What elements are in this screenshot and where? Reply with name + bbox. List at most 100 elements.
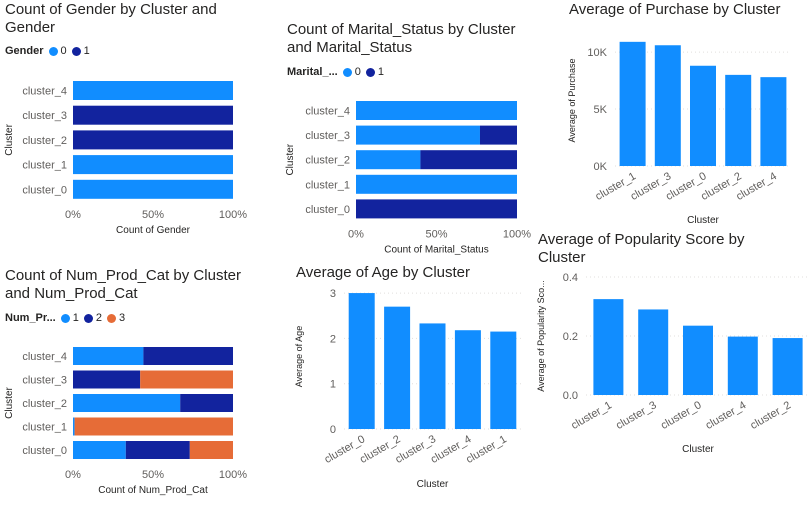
x-tick-label: 50% bbox=[425, 228, 447, 240]
chart-title: Count of Gender by Cluster and Gender bbox=[5, 1, 217, 36]
bar-segment bbox=[479, 125, 517, 145]
bar-segment bbox=[356, 150, 421, 170]
bar-segment bbox=[73, 347, 144, 365]
age-chart-panel: Average of Age by Cluster 0 1 2 3 cluster_0 c… bbox=[285, 260, 540, 515]
x-axis-label: Count of Gender bbox=[116, 225, 191, 236]
x-tick-label: 0% bbox=[65, 209, 81, 221]
y-tick-label: cluster_2 bbox=[305, 155, 350, 167]
y-tick-label: cluster_2 bbox=[22, 135, 67, 147]
chart-legend: Num_Pr... 1 2 3 bbox=[5, 312, 125, 324]
x-tick-label: 0% bbox=[348, 228, 364, 240]
bar bbox=[654, 45, 681, 166]
bar bbox=[454, 330, 481, 429]
legend-swatch bbox=[107, 313, 116, 323]
legend-swatch bbox=[60, 313, 70, 323]
marital-chart-panel: Count of Marital_Status by Cluster and M… bbox=[280, 0, 540, 255]
bar-segment bbox=[189, 441, 233, 459]
y-tick-label: cluster_2 bbox=[22, 398, 67, 410]
bar bbox=[725, 74, 752, 166]
y-axis-label: Average of Popularity Sco... bbox=[536, 280, 546, 391]
legend-item: 1 bbox=[72, 312, 79, 324]
x-axis-label: Count of Num_Prod_Cat bbox=[98, 485, 208, 496]
x-tick-label: cluster_1 bbox=[464, 433, 509, 466]
bar-segment bbox=[74, 417, 233, 436]
y-axis-label: Average of Purchase bbox=[567, 59, 577, 143]
gender-bar-chart: cluster_4 cluster_3 cluster_2 cluster_1clus… bbox=[4, 81, 247, 236]
chart-legend: Gender 0 1 bbox=[5, 45, 90, 57]
bar-segment bbox=[73, 155, 233, 175]
chart-legend: Marital_... 0 1 bbox=[287, 66, 384, 78]
bar bbox=[384, 306, 411, 429]
y-tick-label: cluster_1 bbox=[22, 422, 67, 434]
y-tick-label: 0.4 bbox=[563, 272, 578, 284]
x-tick-label: 50% bbox=[142, 469, 164, 481]
bar bbox=[727, 336, 758, 395]
bar bbox=[772, 338, 803, 395]
bar-segment bbox=[73, 130, 233, 150]
bar-segment bbox=[356, 174, 517, 194]
y-tick-label: 0.2 bbox=[563, 331, 578, 343]
bar-segment bbox=[73, 179, 233, 199]
y-tick-label: cluster_3 bbox=[22, 110, 67, 122]
y-tick-label: cluster_0 bbox=[22, 184, 67, 196]
bar-segment bbox=[73, 370, 141, 389]
bar bbox=[490, 331, 517, 429]
y-tick-label: 10K bbox=[587, 47, 607, 59]
chart-title: Average of Age by Cluster bbox=[296, 264, 470, 281]
bar-segment bbox=[73, 394, 181, 412]
bar-segment bbox=[140, 370, 233, 389]
x-tick-label: cluster_3 bbox=[614, 399, 659, 432]
y-tick-label: 3 bbox=[330, 288, 336, 300]
age-bar-chart: 0123cluster_0cluster_2cluster_3cluster_4… bbox=[294, 288, 521, 490]
prodcat-bar-chart: cluster_4 cluster_3 cluster_2 cluster_1clus… bbox=[4, 347, 247, 496]
y-tick-label: cluster_4 bbox=[22, 86, 67, 98]
chart-title: Average of Purchase by Cluster bbox=[569, 1, 781, 18]
x-tick-label: 100% bbox=[503, 228, 531, 240]
legend-title: Num_Pr... bbox=[5, 312, 56, 324]
y-tick-label: cluster_3 bbox=[305, 130, 350, 142]
y-axis-label: Cluster bbox=[4, 386, 15, 418]
legend-title: Gender bbox=[5, 45, 44, 57]
bar bbox=[683, 325, 713, 395]
x-axis-label: Cluster bbox=[417, 479, 449, 490]
bar bbox=[760, 77, 787, 166]
bar-segment bbox=[73, 417, 75, 436]
legend-item: 0 bbox=[60, 45, 67, 57]
bar-segment bbox=[73, 441, 126, 459]
legend-swatch bbox=[83, 313, 93, 323]
legend-item: 3 bbox=[119, 312, 126, 324]
prodcat-chart-panel: Count of Num_Prod_Cat by Cluster and Num… bbox=[0, 265, 270, 515]
y-axis-label: Cluster bbox=[285, 143, 296, 175]
bar bbox=[638, 309, 669, 395]
bar-segment bbox=[356, 101, 517, 120]
x-tick-label: 100% bbox=[219, 209, 247, 221]
legend-item: 1 bbox=[83, 45, 90, 57]
legend-swatch bbox=[342, 67, 352, 77]
bar bbox=[593, 299, 624, 395]
y-tick-label: cluster_4 bbox=[305, 106, 350, 118]
purchase-chart-panel: Average of Purchase by Cluster 0K 5K 10K cl… bbox=[555, 0, 805, 230]
y-axis-label: Cluster bbox=[4, 123, 15, 155]
legend-swatch bbox=[48, 46, 58, 56]
purchase-bar-chart: 0K5K10Kcluster_1cluster_3cluster_0cluste… bbox=[567, 41, 791, 226]
x-tick-label: 0% bbox=[65, 469, 81, 481]
x-tick-label: cluster_0 bbox=[659, 399, 704, 432]
chart-title: Average of Popularity Score by Cluster bbox=[538, 231, 745, 266]
popularity-chart-panel: Average of Popularity Score by Cluster 0… bbox=[530, 230, 809, 480]
y-tick-label: cluster_0 bbox=[22, 445, 67, 457]
bar-segment bbox=[356, 199, 517, 219]
chart-title: Count of Num_Prod_Cat by Cluster and Num… bbox=[5, 267, 241, 302]
legend-item: 1 bbox=[377, 66, 384, 78]
x-tick-label: cluster_2 bbox=[748, 399, 793, 432]
marital-bar-chart: cluster_4 cluster_3 cluster_2 cluster_1clus… bbox=[285, 101, 531, 255]
x-tick-label: cluster_1 bbox=[569, 399, 614, 432]
y-tick-label: 0 bbox=[330, 424, 336, 436]
y-tick-label: 5K bbox=[594, 104, 608, 116]
y-tick-label: 2 bbox=[330, 333, 336, 345]
bar-segment bbox=[73, 81, 233, 100]
gender-chart-panel: Count of Gender by Cluster and Gender Ge… bbox=[0, 0, 270, 250]
y-tick-label: cluster_1 bbox=[22, 160, 67, 172]
legend-item: 0 bbox=[354, 66, 361, 78]
x-tick-label: 100% bbox=[219, 469, 247, 481]
